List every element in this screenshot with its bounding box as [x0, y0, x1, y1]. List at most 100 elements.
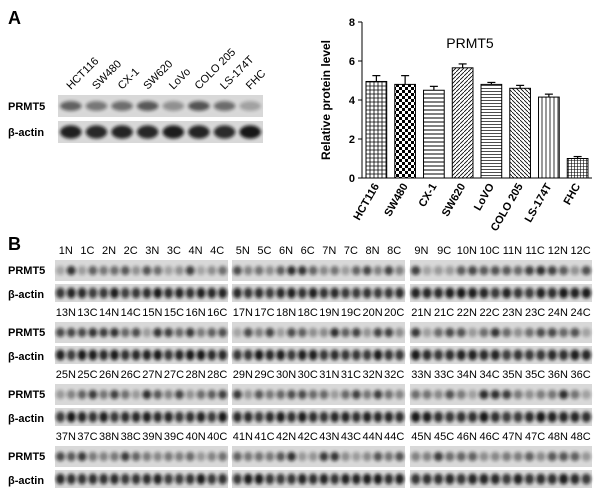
band	[142, 349, 152, 361]
band	[265, 411, 275, 423]
band	[410, 287, 421, 299]
x-tick-label: FHC	[562, 181, 584, 207]
band	[362, 265, 372, 276]
lane-label: 34C	[480, 369, 500, 381]
band	[501, 389, 512, 400]
band	[373, 265, 383, 276]
lane-label: 47N	[502, 431, 522, 443]
band	[467, 451, 478, 462]
lane-label: 47C	[525, 431, 545, 443]
band	[456, 473, 466, 485]
band	[581, 411, 592, 423]
band	[218, 287, 228, 299]
bar	[480, 83, 503, 179]
lane-label: 43N	[319, 431, 339, 443]
band	[218, 389, 228, 400]
row-label: PRMT5	[8, 265, 45, 277]
band	[174, 287, 184, 299]
band	[163, 265, 174, 276]
lane-label: 34N	[457, 369, 477, 381]
band	[99, 389, 109, 400]
band	[351, 473, 361, 485]
blot-background	[410, 284, 592, 302]
band	[99, 287, 109, 299]
band	[362, 411, 372, 423]
band	[55, 451, 65, 462]
band	[232, 327, 242, 338]
band	[88, 349, 98, 361]
lane-label: 33C	[434, 369, 454, 381]
lane-label: 12C	[571, 245, 591, 257]
band	[456, 265, 466, 276]
blot-background	[232, 346, 405, 364]
band	[395, 265, 405, 276]
band	[163, 327, 174, 338]
band	[362, 451, 372, 462]
lane-label: 18C	[298, 307, 318, 319]
row-label: β-actin	[8, 351, 44, 363]
band	[456, 287, 466, 299]
band	[445, 327, 455, 338]
lane-label: 16N	[185, 307, 205, 319]
lane-label: 46N	[457, 431, 477, 443]
band	[163, 473, 174, 485]
band	[373, 389, 383, 400]
band	[55, 287, 65, 299]
row-label: β-actin	[8, 475, 44, 487]
band	[330, 327, 340, 338]
band	[319, 473, 329, 485]
band	[120, 327, 130, 338]
band	[153, 349, 163, 361]
band	[297, 411, 307, 423]
band	[232, 451, 242, 462]
band	[131, 265, 141, 276]
lane-label: 38N	[99, 431, 119, 443]
lane-label: 24C	[571, 307, 591, 319]
band	[340, 287, 351, 299]
band	[308, 265, 318, 276]
lane-label: 19C	[341, 307, 361, 319]
lane-label: 36C	[571, 369, 591, 381]
lane-label: 33N	[411, 369, 431, 381]
band	[395, 473, 405, 485]
band	[490, 411, 501, 423]
lane-label: 26C	[121, 369, 141, 381]
band	[570, 389, 580, 400]
band	[109, 327, 120, 338]
band	[131, 349, 141, 361]
band	[501, 473, 512, 485]
band	[297, 389, 307, 400]
band	[330, 473, 340, 485]
band	[422, 411, 432, 423]
band	[131, 287, 141, 299]
lane-label: 31N	[319, 369, 339, 381]
band	[276, 473, 286, 485]
band	[88, 389, 98, 400]
band	[319, 451, 329, 462]
band	[162, 101, 185, 111]
band	[362, 349, 372, 361]
lane-label: 37N	[56, 431, 76, 443]
band	[479, 389, 489, 400]
lane-label: 19N	[319, 307, 339, 319]
band	[422, 389, 432, 400]
band	[445, 411, 455, 423]
band	[213, 101, 236, 111]
lane-label: 27N	[142, 369, 162, 381]
y-tick-label: 2	[349, 134, 355, 146]
band	[445, 265, 455, 276]
band	[276, 451, 286, 462]
band	[153, 287, 163, 299]
blot-background	[232, 408, 405, 426]
band	[232, 473, 242, 485]
band	[501, 411, 512, 423]
band	[55, 389, 65, 400]
y-tick-label: 0	[349, 173, 355, 185]
band	[142, 389, 152, 400]
band	[66, 389, 76, 400]
lane-label: 35C	[525, 369, 545, 381]
band	[558, 287, 569, 299]
band	[239, 101, 261, 111]
band	[109, 287, 120, 299]
